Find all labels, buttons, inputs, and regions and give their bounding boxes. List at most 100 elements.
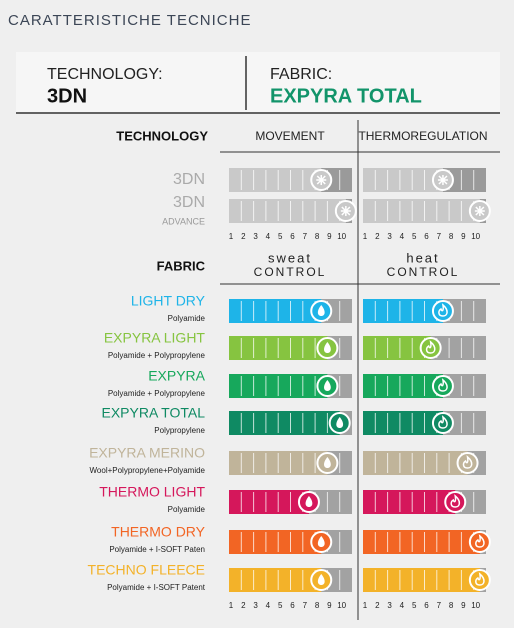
- fabric-name: THERMO LIGHT: [99, 484, 205, 500]
- icon-glyph: [324, 380, 331, 391]
- scale-label: 2: [375, 601, 380, 610]
- icon-glyph: [336, 417, 344, 428]
- icon-glyph: [317, 305, 325, 316]
- icon-glyph: [438, 303, 448, 317]
- scale-label: 5: [278, 232, 283, 241]
- fabric-material: Polyamide + Polypropylene: [108, 351, 206, 360]
- scale-label: 7: [437, 232, 442, 241]
- rating-bar: [363, 490, 456, 514]
- scale-label: 5: [412, 232, 417, 241]
- rating-bar: [229, 168, 322, 192]
- scale-label: 7: [437, 601, 442, 610]
- scale-label: 1: [229, 232, 234, 241]
- column-heading: CONTROL: [254, 265, 327, 279]
- rating-bar: [363, 336, 431, 360]
- fabric-material: Polyamide: [168, 505, 206, 514]
- scale-label: 7: [303, 232, 308, 241]
- scale-label: 2: [375, 232, 380, 241]
- fabric-material: Polyamide + I-SOFT Patent: [107, 583, 206, 592]
- rating-bar: [229, 568, 322, 592]
- column-heading: sweat: [268, 250, 312, 265]
- scale-label: 3: [387, 601, 392, 610]
- icon-glyph: [317, 536, 325, 547]
- rating-bar: [229, 530, 322, 554]
- scale-label: 10: [337, 601, 346, 610]
- fabric-material: Polyamide + Polypropylene: [108, 389, 206, 398]
- scale-label: 9: [327, 601, 332, 610]
- rating-bar: [363, 168, 443, 192]
- fabric-heading: FABRIC: [157, 258, 206, 273]
- header-box: [16, 52, 500, 112]
- row-name: 3DN: [173, 171, 205, 188]
- scale-label: 4: [266, 601, 271, 610]
- scale-label: 3: [253, 601, 258, 610]
- fabric-name: THERMO DRY: [111, 524, 206, 540]
- scale-label: 2: [241, 601, 246, 610]
- icon-glyph: [475, 572, 485, 586]
- scale-label: 5: [278, 601, 283, 610]
- icon-glyph: [425, 340, 436, 354]
- technology-value: 3DN: [47, 85, 87, 107]
- fabric-name: EXPYRA LIGHT: [104, 330, 206, 346]
- fabric-name: TECHNO FLEECE: [88, 562, 205, 578]
- fabric-material: Polyamide: [168, 314, 206, 323]
- scale-label: 2: [241, 232, 246, 241]
- scale-label: 10: [337, 232, 346, 241]
- rating-bar: [363, 411, 443, 435]
- rating-bar: [363, 374, 443, 398]
- icon-glyph: [317, 574, 325, 585]
- row-sub: ADVANCE: [162, 216, 205, 226]
- fabric-material: Polyamide + I-SOFT Paten: [109, 545, 205, 554]
- fabric-name: EXPYRA: [148, 368, 205, 384]
- scale-label: 9: [461, 601, 466, 610]
- column-heading: MOVEMENT: [255, 129, 325, 143]
- scale-label: 8: [315, 601, 320, 610]
- fabric-name: LIGHT DRY: [131, 293, 206, 309]
- scale-label: 8: [315, 232, 320, 241]
- icon-glyph: [438, 378, 448, 392]
- column-heading: THERMOREGULATION: [358, 129, 487, 143]
- rating-bar: [229, 490, 309, 514]
- fabric-value: EXPYRA TOTAL: [270, 85, 422, 107]
- rating-bar: [363, 299, 443, 323]
- icon-glyph: [462, 455, 473, 469]
- scale-label: 4: [266, 232, 271, 241]
- scale-label: 8: [449, 232, 454, 241]
- scale-label: 4: [400, 232, 405, 241]
- rating-bar: [363, 199, 480, 223]
- icon-glyph: [305, 496, 313, 507]
- scale-label: 9: [461, 232, 466, 241]
- fabric-name: EXPYRA MERINO: [89, 445, 205, 461]
- icon-glyph: [316, 175, 327, 185]
- scale-label: 10: [471, 601, 480, 610]
- rating-bar: [229, 199, 346, 223]
- title: CARATTERISTICHE TECNICHE: [8, 12, 251, 29]
- rating-bar: [363, 530, 480, 554]
- fabric-material: Polypropylene: [154, 426, 205, 435]
- rating-bar: [363, 568, 480, 592]
- icon-glyph: [324, 457, 331, 468]
- scale-label: 1: [363, 601, 368, 610]
- rating-bar: [229, 411, 340, 435]
- icon-glyph: [340, 206, 351, 216]
- icon-glyph: [324, 342, 331, 353]
- scale-label: 6: [290, 232, 295, 241]
- column-heading: CONTROL: [387, 265, 460, 279]
- scale-label: 3: [387, 232, 392, 241]
- row-name: 3DN: [173, 194, 205, 211]
- scale-label: 8: [449, 601, 454, 610]
- fabric-name: EXPYRA TOTAL: [102, 405, 206, 421]
- icon-glyph: [438, 415, 448, 429]
- scale-label: 1: [363, 232, 368, 241]
- icon-glyph: [475, 534, 485, 548]
- scale-label: 9: [327, 232, 332, 241]
- scale-label: 5: [412, 601, 417, 610]
- scale-label: 10: [471, 232, 480, 241]
- technology-heading: TECHNOLOGY: [116, 128, 208, 143]
- fabric-material: Wool+Polypropylene+Polyamide: [90, 466, 206, 475]
- scale-label: 1: [229, 601, 234, 610]
- technology-label: TECHNOLOGY:: [47, 66, 163, 83]
- rating-bar: [229, 299, 322, 323]
